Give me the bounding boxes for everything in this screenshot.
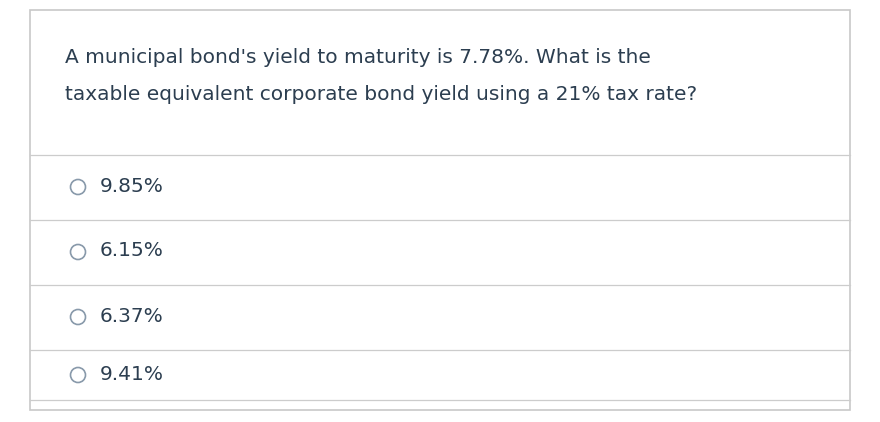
Text: 9.85%: 9.85%	[100, 176, 164, 195]
Text: A municipal bond's yield to maturity is 7.78%. What is the: A municipal bond's yield to maturity is …	[65, 48, 651, 67]
Text: taxable equivalent corporate bond yield using a 21% tax rate?: taxable equivalent corporate bond yield …	[65, 85, 697, 104]
Text: 6.37%: 6.37%	[100, 306, 164, 325]
Text: 6.15%: 6.15%	[100, 241, 164, 260]
Text: 9.41%: 9.41%	[100, 365, 164, 384]
